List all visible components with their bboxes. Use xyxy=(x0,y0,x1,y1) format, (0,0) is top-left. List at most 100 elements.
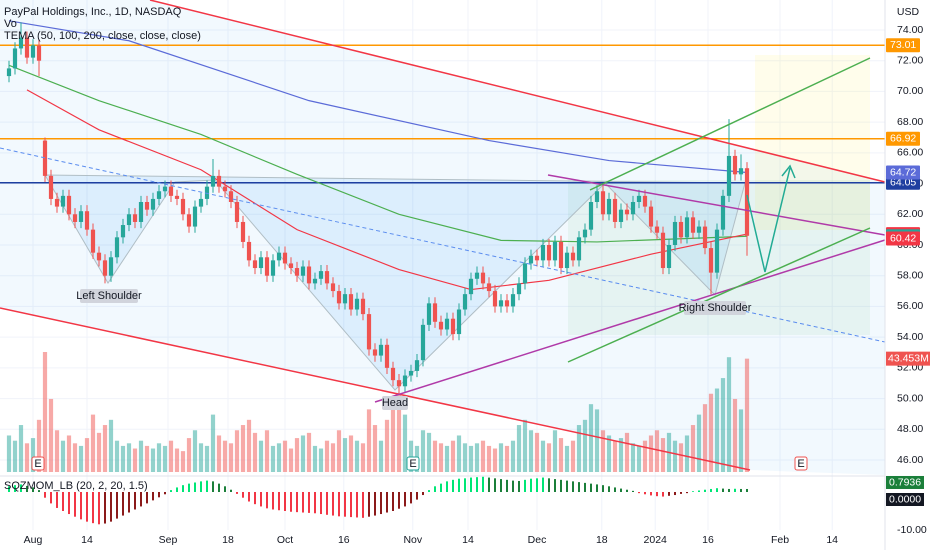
candle-body xyxy=(150,198,156,210)
candle-body xyxy=(684,217,690,238)
x-tick-label: 18 xyxy=(596,534,608,546)
candle-body xyxy=(108,257,114,276)
candle-body xyxy=(210,175,216,187)
volume-bar xyxy=(306,432,312,472)
momentum-bar xyxy=(386,492,388,513)
momentum-bar xyxy=(734,488,736,492)
volume-bar xyxy=(348,435,354,472)
candle-body xyxy=(432,303,438,322)
volume-bar xyxy=(744,358,750,472)
y-tick-label: 70.00 xyxy=(897,85,923,97)
earnings-icon[interactable] xyxy=(794,456,808,471)
volume-bar xyxy=(726,357,732,472)
momentum-bar xyxy=(350,492,352,518)
earnings-marker[interactable]: E xyxy=(409,458,416,470)
volume-bar xyxy=(270,445,276,472)
volume-bar xyxy=(24,443,30,472)
momentum-bar xyxy=(158,492,160,498)
volume-bar xyxy=(108,419,114,472)
volume-bar xyxy=(708,393,714,472)
momentum-bar xyxy=(104,492,106,524)
volume-bar xyxy=(714,388,720,472)
momentum-bar xyxy=(290,492,292,512)
volume-bar xyxy=(156,443,162,472)
volume-bar xyxy=(672,440,678,472)
earnings-icon[interactable] xyxy=(406,456,420,471)
volume-bar xyxy=(324,440,330,472)
neck-upper xyxy=(547,174,886,236)
arrow-head xyxy=(781,164,796,179)
candle-body xyxy=(264,257,270,276)
candle-body xyxy=(222,186,228,192)
momentum-bar xyxy=(368,492,370,517)
momentum-title: SQZMOM_LB (20, 2, 20, 1.5) xyxy=(4,480,148,492)
volume-bar xyxy=(498,443,504,472)
y-tick-label: 50.00 xyxy=(897,392,923,404)
momentum-bar xyxy=(56,492,58,508)
momentum-bar xyxy=(326,492,328,515)
candle-body xyxy=(48,175,54,199)
momentum-bar xyxy=(608,486,610,492)
candle-body xyxy=(564,252,570,269)
candle-body xyxy=(342,294,348,304)
currency[interactable]: USD xyxy=(897,6,920,18)
momentum-bar xyxy=(404,492,406,507)
momentum-bar xyxy=(116,492,118,519)
momentum-bar xyxy=(506,479,508,492)
earnings-icon[interactable] xyxy=(31,456,45,471)
candle-body xyxy=(360,298,366,315)
momentum-bar xyxy=(578,482,580,492)
candle-body xyxy=(738,168,744,175)
volume-bar xyxy=(168,440,174,472)
momentum-bar xyxy=(710,488,712,492)
candle-body xyxy=(480,272,486,284)
momentum-bar xyxy=(428,490,430,492)
candle-body xyxy=(96,252,102,261)
momentum-bar xyxy=(572,481,574,492)
candle-body xyxy=(180,198,186,215)
momentum-bar xyxy=(362,492,364,518)
momentum-bar xyxy=(224,486,226,492)
candle-body xyxy=(642,195,648,207)
earnings-marker[interactable]: E xyxy=(34,458,41,470)
y-tick-label: 48.00 xyxy=(897,423,923,435)
candle-body xyxy=(270,260,276,276)
y-tick-label: 58.00 xyxy=(897,269,923,281)
volume-bar xyxy=(552,430,558,472)
volume-bar xyxy=(384,419,390,472)
earnings-marker[interactable]: E xyxy=(797,458,804,470)
momentum-bar xyxy=(188,483,190,492)
candle-body xyxy=(132,214,138,222)
momentum-bar xyxy=(68,492,70,515)
candle-body xyxy=(66,195,72,215)
volume-bar xyxy=(600,430,606,472)
momentum-tag xyxy=(886,475,924,489)
x-tick-label: 14 xyxy=(462,534,474,546)
volume-bar xyxy=(510,440,516,472)
volume-bar xyxy=(78,445,84,472)
momentum-bar xyxy=(92,492,94,524)
volume-bar xyxy=(486,445,492,472)
momentum-bar xyxy=(548,478,550,492)
volume-bar xyxy=(522,419,528,472)
candle-body xyxy=(192,206,198,227)
volume-bar xyxy=(378,440,384,472)
candle-body xyxy=(24,37,30,58)
channel-lower xyxy=(567,227,871,363)
momentum-bar xyxy=(542,477,544,492)
price-tag xyxy=(886,231,920,246)
volume-bar xyxy=(84,438,90,472)
momentum-bar xyxy=(218,483,220,492)
volume-bar xyxy=(204,445,210,472)
volume-bar xyxy=(570,440,576,472)
candle-body xyxy=(276,252,282,261)
candle-body xyxy=(354,298,360,310)
candle-body xyxy=(390,367,396,381)
candle-body xyxy=(726,155,732,196)
momentum-bar xyxy=(248,492,250,502)
candle-body xyxy=(348,294,354,310)
momentum-bar xyxy=(512,480,514,492)
volume-bar xyxy=(738,409,744,472)
candle-body xyxy=(306,266,312,284)
x-tick-label: Sep xyxy=(159,534,178,546)
